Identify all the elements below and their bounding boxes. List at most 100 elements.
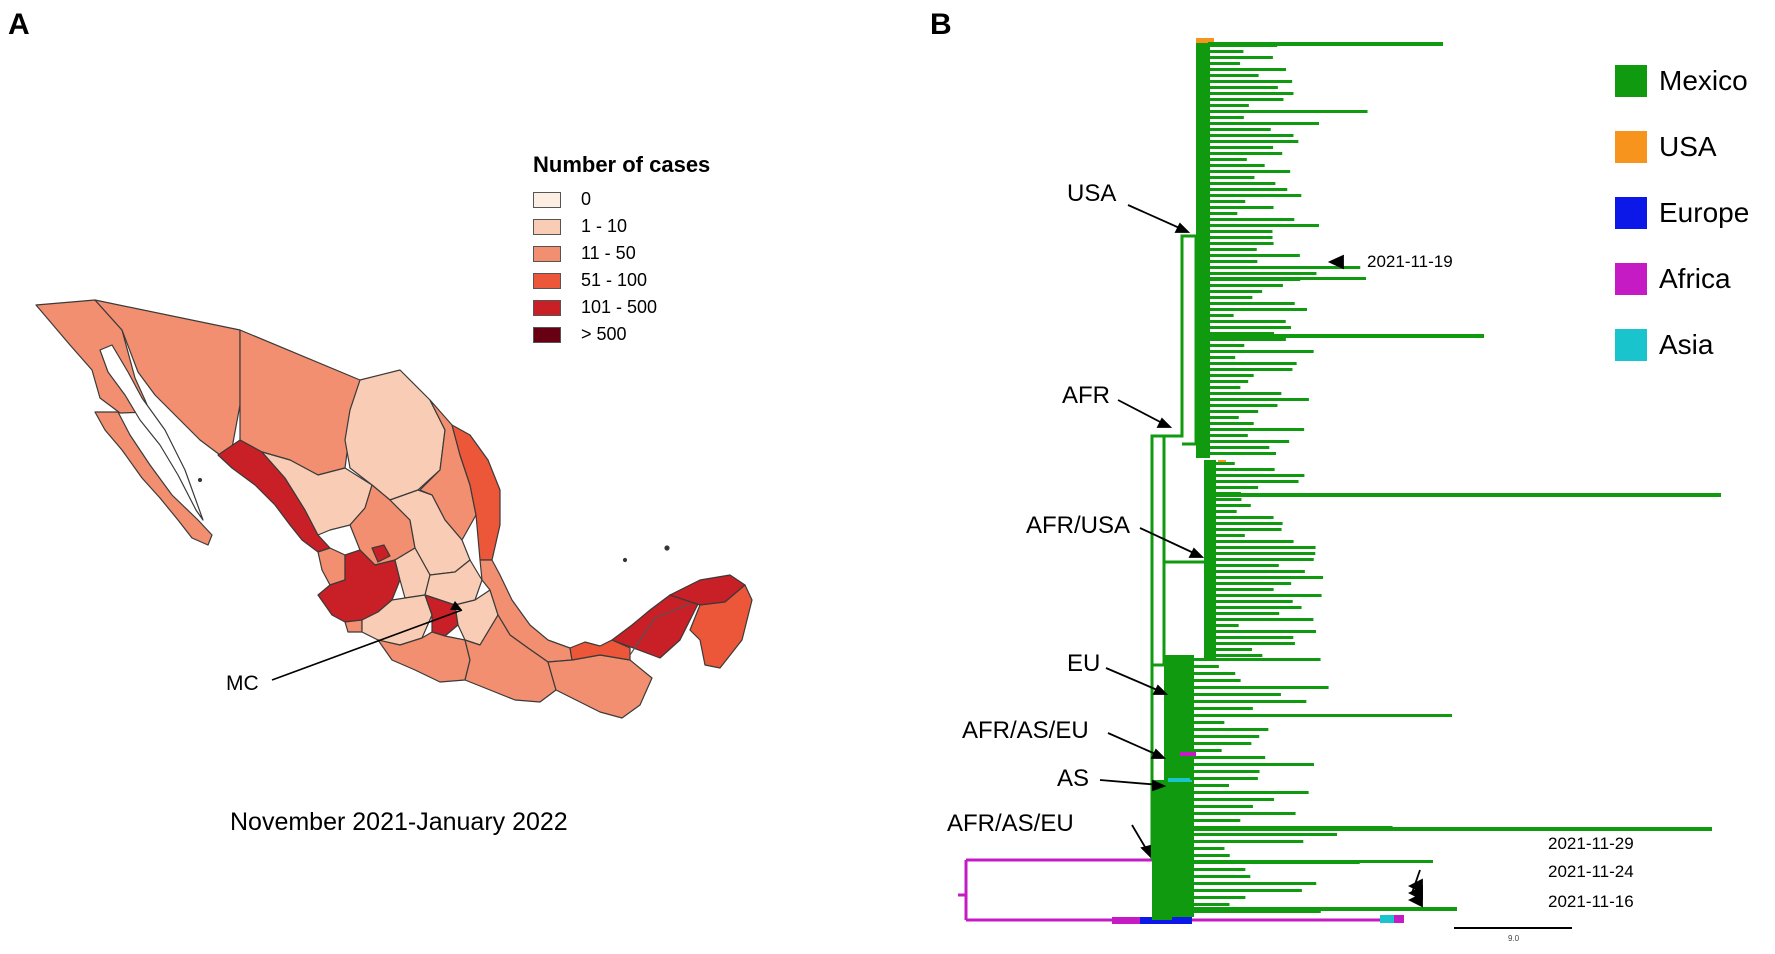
leaf-branch [1214,480,1299,483]
island [622,557,628,563]
leaf-branch [1208,290,1263,293]
legend-label: 51 - 100 [581,270,648,290]
leaf-branch [1208,386,1241,389]
leaf-branch [1190,756,1266,759]
leaf-branch [1208,398,1309,401]
island [664,545,670,551]
leaf-branch [1208,302,1295,305]
gulf-of-california [99,344,204,521]
arrow-afr-usa [1139,527,1199,556]
leaf-branch [1208,284,1283,287]
leaf-branch [1214,564,1279,567]
leaf-branch [1190,721,1225,724]
mc-pointer-line [271,609,463,681]
arrow-afr-as-eu-1-head [1150,748,1167,759]
state-baja-california-sur [94,411,213,546]
leaf-branch [1214,606,1302,609]
leaf-branch [1208,158,1247,161]
usa-tip-top [1196,38,1214,43]
leaf-branch [1214,642,1295,645]
leaf-branch [1214,636,1294,639]
leaf-branch [1208,98,1284,101]
leaf-branch [1208,200,1246,203]
leaf-branch [1190,700,1307,703]
leaf-branch [1214,516,1274,519]
clade-label-as: AS [1057,765,1090,792]
region-legend: Mexico USA Europe Africa Asia [1615,48,1749,378]
leaf-branch [1190,777,1258,780]
leaf-branch [1214,582,1292,585]
region-swatch [1615,197,1647,229]
leaf-branch [1208,182,1276,185]
leaf-branch [1190,798,1275,801]
leaf-branch [1208,80,1293,83]
leaf-branch [1208,380,1249,383]
leaf-branch [1208,230,1273,233]
leaf-branch [1190,672,1236,675]
leaf-branch [1208,146,1274,149]
region-legend-item: Africa [1615,246,1749,312]
leaf-branch [1214,474,1305,477]
leaf-branch [1208,296,1253,299]
region-swatch [1615,65,1647,97]
mc-pointer-head [450,601,462,610]
arrow-usa-head [1174,222,1191,233]
legend-swatch [533,299,561,316]
leaf-branch [1208,314,1234,317]
leaf-branch [1214,486,1259,489]
arrow-usa [1127,204,1185,231]
leaf-branch [1208,128,1271,131]
leaf-branch [1190,707,1253,710]
region-label: Mexico [1659,65,1748,96]
leaf-branch [1208,356,1236,359]
region-label: USA [1659,131,1717,162]
arrow-afr [1117,399,1167,426]
legend-label: 1 - 10 [581,216,628,236]
asia-tip [1168,778,1192,782]
leaf-branch [1208,266,1361,269]
state-mexico-city [424,594,459,637]
leaf-branch [1208,224,1319,227]
cases-legend: Number of cases 0 1 - 10 11 - 50 51 - 10… [533,152,710,348]
leaf-branch [1208,446,1270,449]
leaf-branch [1214,576,1324,579]
leaf-branch [1208,416,1239,419]
leaf-branch [1190,868,1246,871]
leaf-branch [1214,468,1275,471]
leaf-branch [1190,714,1452,717]
leaf-branch [1208,218,1295,221]
arrow-afr-as-eu-1 [1107,732,1161,757]
legend-label: 0 [581,189,592,209]
leaf-branch [1214,510,1237,513]
leaf-branch [1214,630,1317,633]
leaf-branch [1190,742,1252,745]
leaf-branch [1208,326,1292,329]
leaf-branch [1190,847,1225,850]
legend-swatch [533,245,561,262]
date-pointer-head-3 [1407,892,1423,908]
leaf-branch [1208,116,1244,119]
leaf-branch [1214,534,1245,537]
map-connector-line [629,603,691,656]
legend-item: 51 - 100 [533,267,710,294]
legend-item: 11 - 50 [533,240,710,267]
leaf-branch [1214,546,1316,549]
legend-swatch [533,326,561,343]
leaf-branch [1190,693,1281,696]
legend-swatch [533,218,561,235]
leaf-branch [1208,194,1302,197]
arrow-afr-head [1156,417,1173,428]
legend-swatch [533,272,561,289]
leaf-branch [1208,320,1286,323]
leaf-branch [1190,763,1315,766]
leaf-branch [1208,122,1320,125]
leaf-branch [1208,248,1257,251]
leaf-branch [1208,176,1255,179]
leaf-branch [1190,827,1712,831]
leaf-branch [1208,42,1443,46]
leaf-branch [1214,462,1235,465]
region-swatch [1615,329,1647,361]
leaf-branch [1190,728,1269,731]
region-legend-item: Europe [1615,180,1749,246]
